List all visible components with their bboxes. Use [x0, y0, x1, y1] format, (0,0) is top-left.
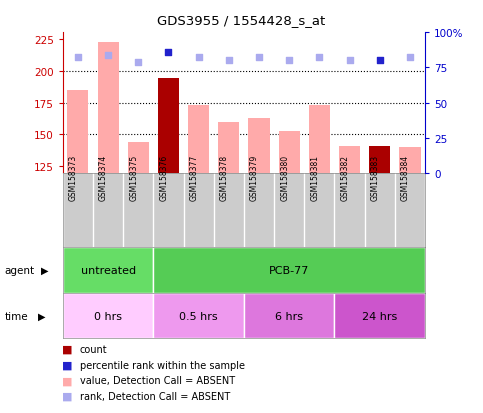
Bar	[309, 106, 330, 173]
Bar	[339, 147, 360, 173]
Text: time: time	[5, 311, 28, 321]
Text: PCB-77: PCB-77	[269, 266, 310, 275]
Bar	[399, 148, 421, 173]
Text: GSM158378: GSM158378	[220, 154, 229, 200]
Point	[285, 58, 293, 64]
Text: ■: ■	[62, 391, 73, 401]
Bar	[218, 122, 240, 173]
Text: ■: ■	[62, 375, 73, 385]
Text: GSM158382: GSM158382	[341, 154, 350, 200]
Point	[346, 58, 354, 64]
Point	[74, 55, 82, 62]
Text: percentile rank within the sample: percentile rank within the sample	[80, 360, 245, 370]
Text: GSM158373: GSM158373	[69, 154, 78, 200]
Text: 6 hrs: 6 hrs	[275, 311, 303, 321]
Point	[195, 55, 202, 62]
Text: GSM158375: GSM158375	[129, 154, 138, 200]
Bar	[158, 79, 179, 173]
Text: rank, Detection Call = ABSENT: rank, Detection Call = ABSENT	[80, 391, 230, 401]
Point	[315, 55, 323, 62]
Text: GSM158383: GSM158383	[371, 154, 380, 200]
Bar	[248, 119, 270, 173]
Bar	[154, 293, 244, 339]
Text: GDS3955 / 1554428_s_at: GDS3955 / 1554428_s_at	[157, 14, 326, 27]
Text: ■: ■	[62, 360, 73, 370]
Point	[165, 50, 172, 56]
Text: count: count	[80, 344, 107, 354]
Point	[376, 58, 384, 64]
Bar	[369, 147, 390, 173]
Text: value, Detection Call = ABSENT: value, Detection Call = ABSENT	[80, 375, 235, 385]
Bar	[63, 293, 154, 339]
Point	[406, 55, 414, 62]
Text: 0.5 hrs: 0.5 hrs	[179, 311, 218, 321]
Text: GSM158374: GSM158374	[99, 154, 108, 200]
Bar	[67, 90, 88, 173]
Text: GSM158380: GSM158380	[280, 154, 289, 200]
Point	[134, 59, 142, 66]
Text: untreated: untreated	[81, 266, 136, 275]
Bar	[188, 106, 209, 173]
Bar	[335, 293, 425, 339]
Text: agent: agent	[5, 266, 35, 275]
Bar	[154, 248, 425, 293]
Text: GSM158376: GSM158376	[159, 154, 169, 200]
Point	[225, 58, 233, 64]
Bar	[244, 293, 334, 339]
Bar	[279, 131, 300, 173]
Bar	[63, 248, 154, 293]
Text: ■: ■	[62, 344, 73, 354]
Text: GSM158377: GSM158377	[190, 154, 199, 200]
Bar	[128, 143, 149, 173]
Point	[104, 52, 112, 59]
Text: 24 hrs: 24 hrs	[362, 311, 398, 321]
Text: GSM158384: GSM158384	[401, 154, 410, 200]
Bar	[98, 43, 119, 173]
Point	[255, 55, 263, 62]
Text: GSM158381: GSM158381	[311, 154, 319, 200]
Text: GSM158379: GSM158379	[250, 154, 259, 200]
Text: ▶: ▶	[38, 311, 45, 321]
Text: 0 hrs: 0 hrs	[94, 311, 122, 321]
Text: ▶: ▶	[41, 266, 49, 275]
